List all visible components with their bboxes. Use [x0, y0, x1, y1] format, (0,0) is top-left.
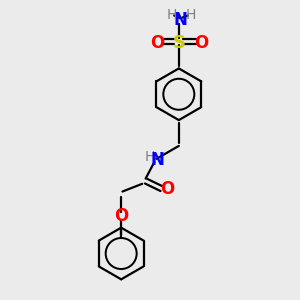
Text: H: H [167, 8, 177, 22]
Text: N: N [151, 151, 165, 169]
Text: H: H [145, 150, 155, 164]
Text: O: O [150, 34, 164, 52]
Text: O: O [194, 34, 208, 52]
Text: O: O [114, 207, 128, 225]
Text: H: H [185, 8, 196, 22]
Text: O: O [160, 180, 174, 198]
Text: S: S [172, 34, 185, 52]
Text: N: N [174, 11, 188, 29]
